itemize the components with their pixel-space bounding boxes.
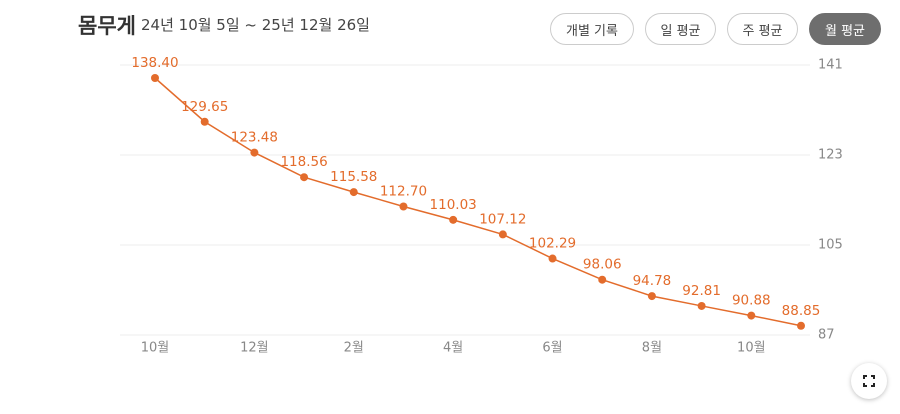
data-label: 107.12 — [479, 211, 526, 227]
data-label: 118.56 — [280, 154, 327, 170]
x-tick-label: 6월 — [542, 341, 562, 356]
expand-button[interactable] — [851, 363, 887, 399]
data-line — [154, 77, 802, 327]
data-point — [498, 230, 507, 239]
x-tick-label: 2월 — [344, 341, 364, 356]
data-label: 129.65 — [181, 99, 228, 115]
data-label: 123.48 — [231, 130, 278, 146]
data-point — [300, 173, 309, 182]
y-tick-label: 87 — [818, 328, 835, 343]
data-label: 102.29 — [529, 236, 576, 252]
data-point — [250, 148, 259, 157]
data-label: 94.78 — [633, 273, 672, 289]
data-label: 92.81 — [682, 283, 721, 299]
chart-title: 몸무게 — [78, 14, 136, 38]
data-point — [747, 311, 756, 320]
data-label: 110.03 — [430, 197, 477, 213]
x-tick-label: 10월 — [141, 341, 170, 356]
data-point — [548, 254, 557, 263]
data-point — [399, 202, 408, 211]
view-button[interactable]: 개별 기록 — [550, 13, 634, 45]
x-tick-label: 8월 — [642, 341, 662, 356]
x-tick-label: 12월 — [240, 341, 269, 356]
x-tick-label: 4월 — [443, 341, 463, 356]
data-label: 112.70 — [380, 184, 427, 200]
data-point — [647, 292, 656, 301]
view-button[interactable]: 일 평균 — [645, 13, 716, 45]
data-label: 138.40 — [131, 55, 178, 71]
data-point — [797, 321, 805, 330]
y-tick-label: 105 — [818, 238, 843, 253]
data-point — [200, 117, 209, 126]
data-point — [697, 301, 706, 310]
data-point — [349, 188, 358, 197]
y-tick-label: 141 — [818, 58, 843, 73]
data-label: 90.88 — [732, 293, 771, 309]
view-button[interactable]: 월 평균 — [809, 13, 881, 45]
expand-icon — [863, 375, 875, 387]
y-tick-label: 123 — [818, 148, 843, 163]
data-label: 98.06 — [583, 257, 622, 273]
data-label: 115.58 — [330, 169, 377, 185]
data-point — [151, 74, 159, 82]
data-label: 88.85 — [782, 303, 821, 319]
x-tick-label: 10월 — [737, 341, 766, 356]
data-point — [449, 215, 458, 224]
chart-subtitle: 24년 10월 5일 ~ 25년 12월 26일 — [141, 16, 370, 34]
data-point — [598, 275, 607, 284]
view-button[interactable]: 주 평균 — [727, 13, 798, 45]
